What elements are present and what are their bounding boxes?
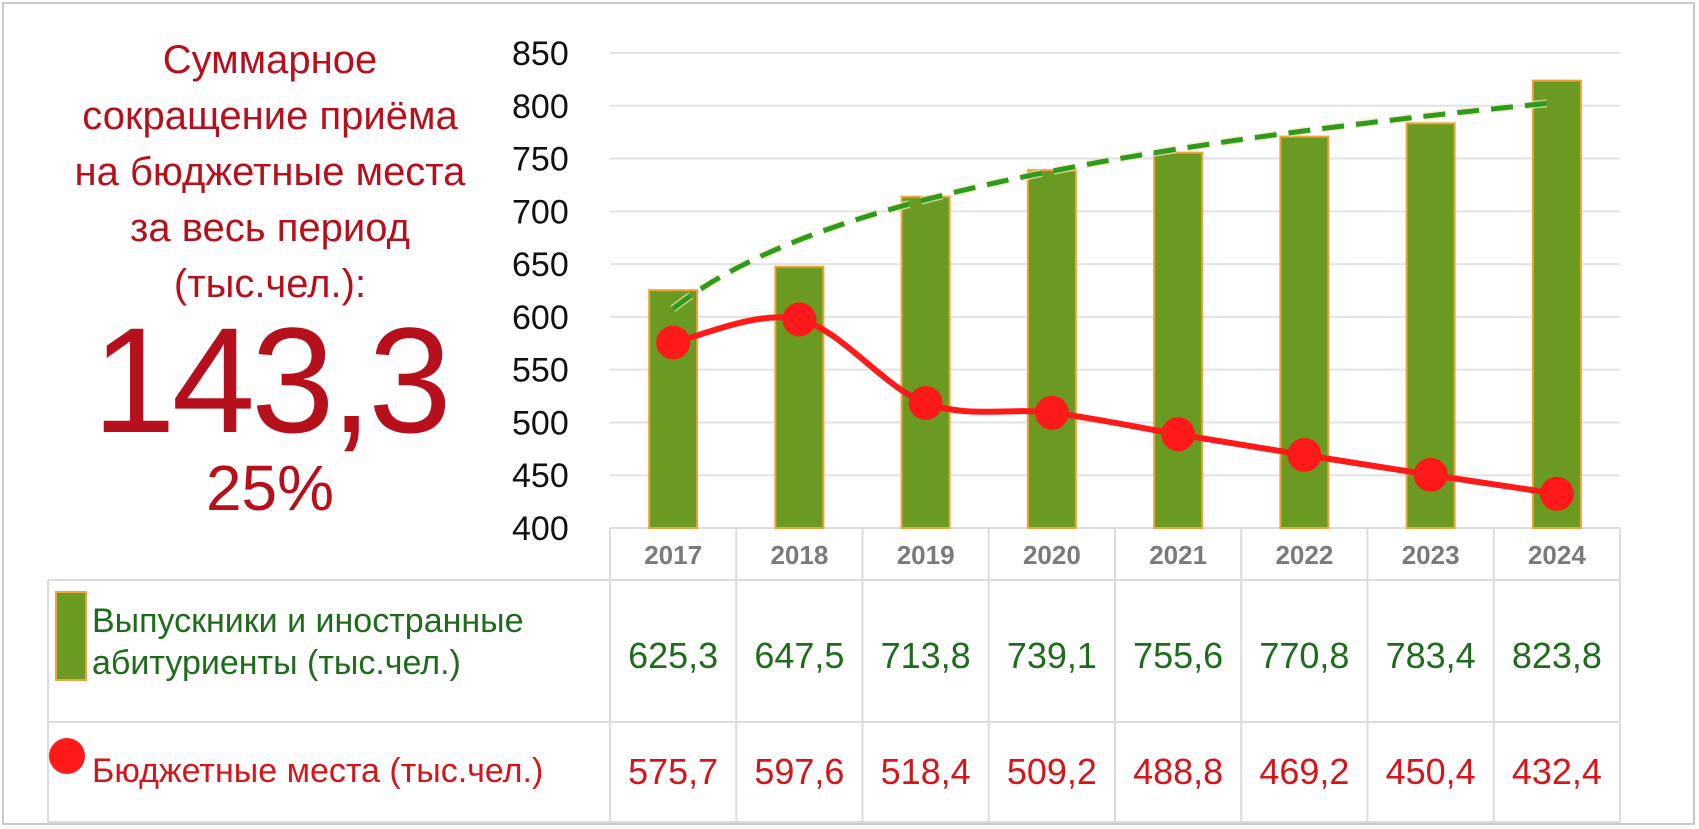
x-tick-label: 2018	[770, 540, 828, 570]
x-tick-label: 2023	[1402, 540, 1460, 570]
table-cell-budget: 469,2	[1259, 751, 1349, 792]
y-tick-label: 650	[512, 246, 569, 284]
summary-title-line: на бюджетные места	[74, 150, 466, 194]
budget-point-2021	[1161, 417, 1196, 452]
budget-point-2024	[1539, 476, 1574, 511]
budget-point-2022	[1287, 437, 1322, 472]
table-cell-budget: 509,2	[1007, 751, 1097, 792]
legend-label-graduates: Выпускники и иностранные	[92, 602, 524, 640]
summary-total-value: 143,3	[92, 296, 451, 464]
x-tick-label: 2022	[1275, 540, 1333, 570]
y-tick-label: 850	[512, 35, 569, 73]
x-tick-label: 2024	[1528, 540, 1586, 570]
legend-label-budget: Бюджетные места (тыс.чел.)	[92, 752, 543, 790]
table-cell-graduates: 625,3	[628, 635, 718, 676]
y-tick-label: 500	[512, 404, 569, 442]
budget-point-2018	[782, 302, 817, 337]
table-cell-budget: 518,4	[881, 751, 971, 792]
summary-title-line: сокращение приёма	[82, 94, 458, 138]
x-tick-label: 2021	[1149, 540, 1207, 570]
table-cell-graduates: 755,6	[1133, 635, 1223, 676]
budget-point-2017	[656, 325, 691, 360]
table-cell-budget: 597,6	[754, 751, 844, 792]
budget-point-2023	[1413, 457, 1448, 492]
table-cell-graduates: 783,4	[1386, 635, 1476, 676]
y-tick-label: 800	[512, 88, 569, 126]
budget-point-2019	[908, 386, 943, 421]
y-tick-label: 400	[512, 510, 569, 548]
budget-point-2020	[1034, 395, 1069, 430]
table-cell-graduates: 713,8	[881, 635, 971, 676]
table-cell-budget: 432,4	[1512, 751, 1602, 792]
table-cell-budget: 450,4	[1386, 751, 1476, 792]
summary-title: Суммарное сокращение приёма на бюджетные…	[20, 32, 520, 312]
table-cell-graduates: 739,1	[1007, 635, 1097, 676]
y-tick-label: 550	[512, 352, 569, 390]
legend-budget-marker	[49, 738, 85, 774]
summary-title-line: (тыс.чел.):	[173, 262, 367, 306]
x-tick-label: 2017	[644, 540, 702, 570]
bar-2021	[1153, 151, 1204, 529]
y-tick-label: 600	[512, 299, 569, 337]
bar-2020	[1026, 169, 1077, 530]
bar-2024	[1531, 79, 1582, 530]
bar-2019	[900, 195, 951, 529]
summary-title-line: за весь период	[130, 206, 410, 250]
x-tick-label: 2020	[1023, 540, 1081, 570]
x-tick-label: 2019	[897, 540, 955, 570]
y-tick-label: 700	[512, 193, 569, 231]
legend-label-graduates: абитуриенты (тыс.чел.)	[92, 644, 461, 682]
table-cell-graduates: 770,8	[1259, 635, 1349, 676]
y-tick-label: 750	[512, 141, 569, 179]
y-tick-label: 450	[512, 457, 569, 495]
table-cell-budget: 575,7	[628, 751, 718, 792]
summary-percent: 25%	[205, 452, 335, 524]
table-cell-budget: 488,8	[1133, 751, 1223, 792]
table-cell-graduates: 823,8	[1512, 635, 1602, 676]
trendline	[671, 99, 1558, 311]
table-cell-graduates: 647,5	[754, 635, 844, 676]
legend-bar-swatch	[55, 591, 87, 681]
summary-title-line: Суммарное	[162, 38, 378, 82]
